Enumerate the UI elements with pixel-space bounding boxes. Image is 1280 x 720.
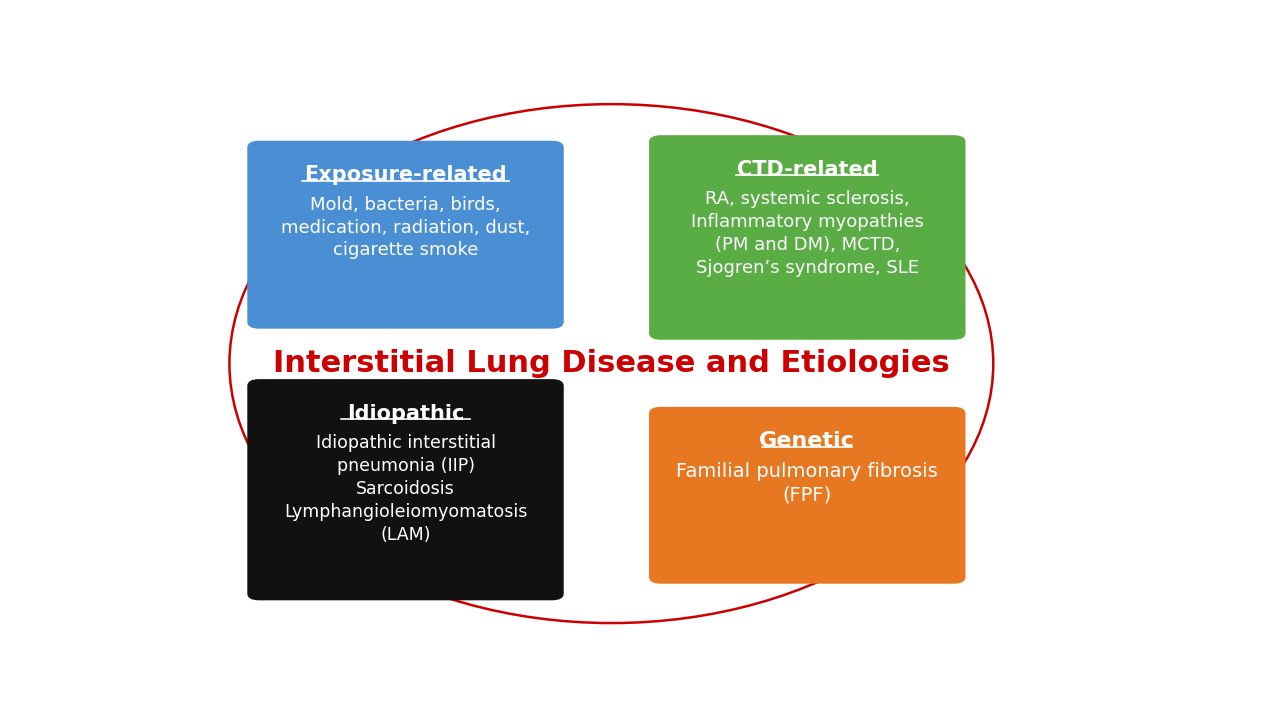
Text: Interstitial Lung Disease and Etiologies: Interstitial Lung Disease and Etiologies bbox=[273, 349, 950, 378]
FancyBboxPatch shape bbox=[247, 379, 563, 600]
Text: RA, systemic sclerosis,
Inflammatory myopathies
(PM and DM), MCTD,
Sjogren’s syn: RA, systemic sclerosis, Inflammatory myo… bbox=[691, 190, 924, 276]
Text: Exposure-related: Exposure-related bbox=[305, 165, 507, 185]
Text: Idiopathic interstitial
pneumonia (IIP)
Sarcoidosis
Lymphangioleiomyomatosis
(LA: Idiopathic interstitial pneumonia (IIP) … bbox=[284, 434, 527, 544]
Text: Mold, bacteria, birds,
medication, radiation, dust,
cigarette smoke: Mold, bacteria, birds, medication, radia… bbox=[280, 196, 530, 259]
FancyBboxPatch shape bbox=[649, 135, 965, 340]
Text: Genetic: Genetic bbox=[759, 431, 855, 451]
FancyBboxPatch shape bbox=[649, 407, 965, 584]
Text: Familial pulmonary fibrosis
(FPF): Familial pulmonary fibrosis (FPF) bbox=[676, 462, 938, 505]
Text: CTD-related: CTD-related bbox=[737, 160, 878, 179]
FancyBboxPatch shape bbox=[247, 140, 563, 328]
Text: Idiopathic: Idiopathic bbox=[347, 403, 465, 423]
